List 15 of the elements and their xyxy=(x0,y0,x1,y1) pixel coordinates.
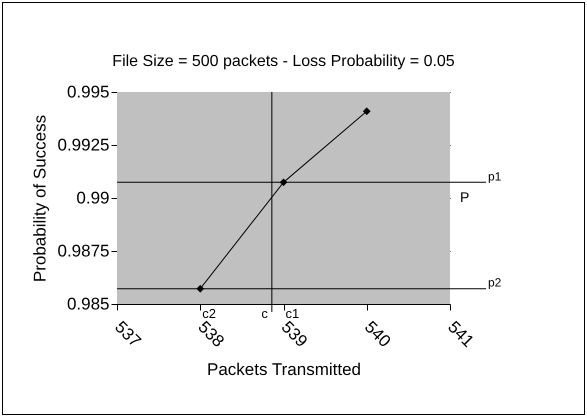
y-tick-label: 0.99 xyxy=(76,188,110,208)
y-tick-label: 0.9875 xyxy=(58,242,110,260)
chart-title: File Size = 500 packets - Loss Probability = 0.05 xyxy=(112,53,455,70)
y-tick-label: 0.985 xyxy=(66,294,110,314)
text: P xyxy=(460,189,470,205)
y-tick-label: 0.995 xyxy=(66,82,110,102)
y-tick-label: 0.9925 xyxy=(58,136,110,154)
x-tick-label: 540 xyxy=(360,317,394,351)
x-axis-title: Packets Transmitted xyxy=(206,360,362,380)
x-tick-label: 541 xyxy=(444,317,478,351)
y-axis-title: Probability of Success xyxy=(30,114,50,282)
ref-line-label: c xyxy=(261,306,268,321)
x-tick-label: 537 xyxy=(111,317,145,351)
ref-line-label: p1 xyxy=(488,169,502,184)
ref-line-label: p2 xyxy=(488,276,502,290)
